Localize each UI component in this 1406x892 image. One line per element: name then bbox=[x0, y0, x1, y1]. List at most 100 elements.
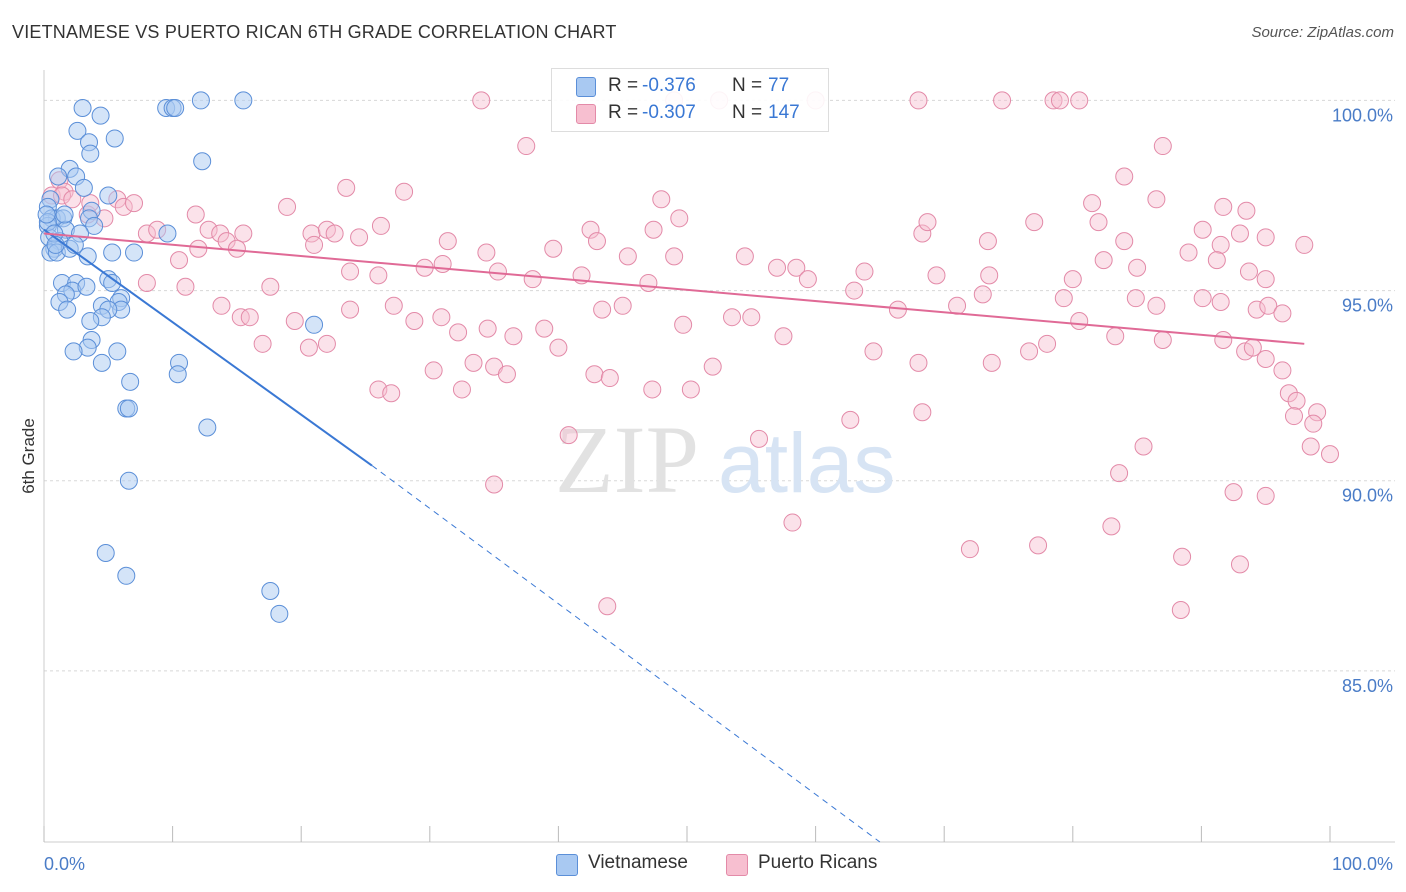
puerto-ricans-point bbox=[1193, 220, 1212, 239]
puerto-ricans-point bbox=[973, 285, 992, 304]
puerto-ricans-point bbox=[1094, 251, 1113, 270]
puerto-ricans-point bbox=[278, 197, 297, 216]
puerto-ricans-point bbox=[1230, 224, 1249, 243]
puerto-ricans-point bbox=[1106, 327, 1125, 346]
puerto-ricans-point bbox=[1193, 289, 1212, 308]
puerto-ricans-point bbox=[438, 232, 457, 251]
puerto-ricans-point bbox=[787, 258, 806, 277]
puerto-ricans-point bbox=[299, 338, 318, 357]
series-puerto-ricans-points bbox=[42, 91, 1339, 620]
puerto-ricans-point bbox=[1301, 437, 1320, 456]
vietnamese-point bbox=[117, 566, 136, 585]
puerto-ricans-point bbox=[504, 327, 523, 346]
puerto-ricans-point bbox=[1128, 258, 1147, 277]
puerto-ricans-point bbox=[1279, 384, 1298, 403]
puerto-ricans-point bbox=[1284, 407, 1303, 426]
puerto-ricans-point bbox=[783, 513, 802, 532]
puerto-ricans-point bbox=[1070, 311, 1089, 330]
x-tick-label-end: 100.0% bbox=[1332, 854, 1393, 874]
y-axis-title: 6th Grade bbox=[19, 418, 38, 494]
vietnamese-point bbox=[85, 216, 104, 235]
puerto-ricans-point bbox=[1044, 91, 1063, 110]
puerto-ricans-point bbox=[305, 235, 324, 254]
puerto-ricans-point bbox=[644, 220, 663, 239]
watermark: ZIP atlas bbox=[555, 406, 895, 513]
puerto-ricans-point bbox=[211, 224, 230, 243]
puerto-ricans-point bbox=[449, 323, 468, 342]
puerto-ricans-point bbox=[864, 342, 883, 361]
vietnamese-point bbox=[105, 129, 124, 148]
legend-swatch-pink bbox=[576, 104, 596, 124]
puerto-ricans-point bbox=[517, 137, 536, 156]
correlation-legend: R = -0.376 N = 77 R = -0.307 N = 147 bbox=[551, 68, 829, 132]
vietnamese-point bbox=[168, 365, 187, 384]
puerto-ricans-point bbox=[665, 247, 684, 266]
vietnamese-point bbox=[91, 106, 110, 125]
vietnamese-point bbox=[191, 91, 210, 110]
puerto-ricans-point bbox=[742, 308, 761, 327]
puerto-ricans-point bbox=[798, 270, 817, 289]
puerto-ricans-point bbox=[1025, 213, 1044, 232]
vietnamese-point bbox=[81, 311, 100, 330]
puerto-ricans-point bbox=[978, 232, 997, 251]
puerto-ricans-point bbox=[317, 334, 336, 353]
puerto-ricans-point bbox=[1287, 391, 1306, 410]
puerto-ricans-point bbox=[1273, 361, 1292, 380]
puerto-ricans-point bbox=[176, 277, 195, 296]
trend-lines bbox=[43, 228, 1305, 843]
puerto-ricans-point bbox=[1211, 292, 1230, 311]
puerto-ricans-point bbox=[1029, 536, 1048, 555]
puerto-ricans-point bbox=[523, 270, 542, 289]
puerto-ricans-point bbox=[212, 296, 231, 315]
puerto-ricans-point bbox=[960, 540, 979, 559]
watermark-atlas: atlas bbox=[718, 416, 895, 510]
puerto-ricans-point bbox=[1153, 137, 1172, 156]
vietnamese-point bbox=[73, 99, 92, 118]
puerto-ricans-point bbox=[1304, 414, 1323, 433]
puerto-ricans-point bbox=[1321, 445, 1339, 464]
puerto-ricans-point bbox=[1054, 289, 1073, 308]
puerto-ricans-point bbox=[1239, 262, 1258, 281]
x-tick-label-start: 0.0% bbox=[44, 854, 85, 874]
puerto-ricans-point bbox=[1179, 243, 1198, 262]
puerto-ricans-point bbox=[913, 224, 932, 243]
legend-n-label: N = bbox=[732, 102, 763, 123]
puerto-ricans-point bbox=[927, 266, 946, 285]
vietnamese-point bbox=[64, 342, 83, 361]
puerto-ricans-point bbox=[137, 273, 156, 292]
legend-r-label: R = bbox=[608, 75, 639, 96]
vietnamese-point bbox=[68, 121, 87, 140]
source-label: Source: ZipAtlas.com bbox=[1251, 24, 1394, 41]
puerto-ricans-point bbox=[472, 91, 491, 110]
puerto-ricans-point bbox=[231, 308, 250, 327]
grid-lines bbox=[44, 99, 1395, 672]
bottom-legend-label: Puerto Ricans bbox=[758, 852, 878, 873]
puerto-ricans-point bbox=[1224, 483, 1243, 502]
puerto-ricans-point bbox=[1173, 547, 1192, 566]
puerto-ricans-point bbox=[432, 308, 451, 327]
puerto-ricans-point bbox=[478, 319, 497, 338]
vietnamese-point bbox=[103, 243, 122, 262]
puerto-ricans-point bbox=[1134, 437, 1153, 456]
puerto-ricans-point bbox=[1237, 201, 1256, 220]
legend-r-label: R = bbox=[608, 102, 639, 123]
puerto-ricans-point bbox=[63, 190, 82, 209]
puerto-ricans-point bbox=[114, 197, 133, 216]
puerto-ricans-point bbox=[1259, 296, 1278, 315]
watermark-zip: ZIP bbox=[555, 406, 699, 513]
puerto-ricans-point bbox=[1256, 228, 1275, 247]
vietnamese-trend-extension bbox=[371, 465, 881, 843]
puerto-ricans-point bbox=[723, 308, 742, 327]
puerto-ricans-point bbox=[341, 262, 360, 281]
puerto-ricans-point bbox=[1256, 486, 1275, 505]
puerto-ricans-point bbox=[234, 224, 253, 243]
puerto-ricans-point bbox=[585, 365, 604, 384]
puerto-ricans-point bbox=[350, 228, 369, 247]
puerto-ricans-point bbox=[544, 239, 563, 258]
puerto-ricans-point bbox=[261, 277, 280, 296]
puerto-ricans-point bbox=[1171, 601, 1190, 620]
legend-row-vietnamese: R = -0.376 N = 77 bbox=[552, 73, 828, 99]
series-vietnamese-points bbox=[37, 91, 324, 623]
puerto-ricans-point bbox=[593, 300, 612, 319]
